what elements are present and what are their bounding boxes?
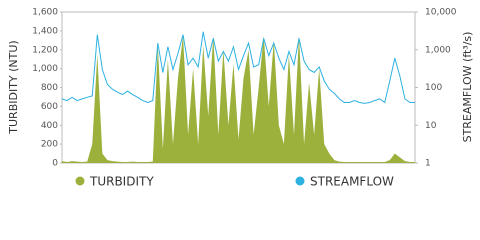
chart: TURBIDITY (NTU) STREAMFLOW (ft³/s) 0 200 4… [7, 8, 474, 189]
y-tick-label: 1,600 [32, 8, 58, 18]
y-tick-label: 200 [41, 140, 58, 150]
legend-marker [75, 176, 85, 186]
y-tick-label: 1,000 [32, 64, 58, 74]
streamflow-line [61, 31, 415, 104]
y2-tick-label: 10,000 [425, 8, 457, 18]
y-axis-title: TURBIDITY (NTU) [7, 40, 20, 134]
y2-tick-label: 100 [425, 83, 442, 93]
y-tick-label: 1,400 [32, 26, 58, 36]
legend-label: TURBIDITY [89, 175, 154, 189]
y2-axis-title: STREAMFLOW (ft³/s) [461, 32, 474, 143]
y-tick-label: 400 [41, 121, 58, 131]
legend-label: STREAMFLOW [310, 175, 394, 189]
y2-tick-label: 10 [425, 121, 437, 131]
y-tick-label: 600 [41, 102, 58, 112]
y2-tick-label: 1 [425, 159, 431, 169]
y2-tick-label: 1,000 [425, 45, 451, 55]
turbidity-area [62, 35, 415, 164]
y-tick-label: 0 [52, 159, 58, 169]
y-tick-label: 1,200 [32, 45, 58, 55]
legend-marker [295, 176, 305, 186]
y-tick-label: 800 [41, 83, 58, 93]
